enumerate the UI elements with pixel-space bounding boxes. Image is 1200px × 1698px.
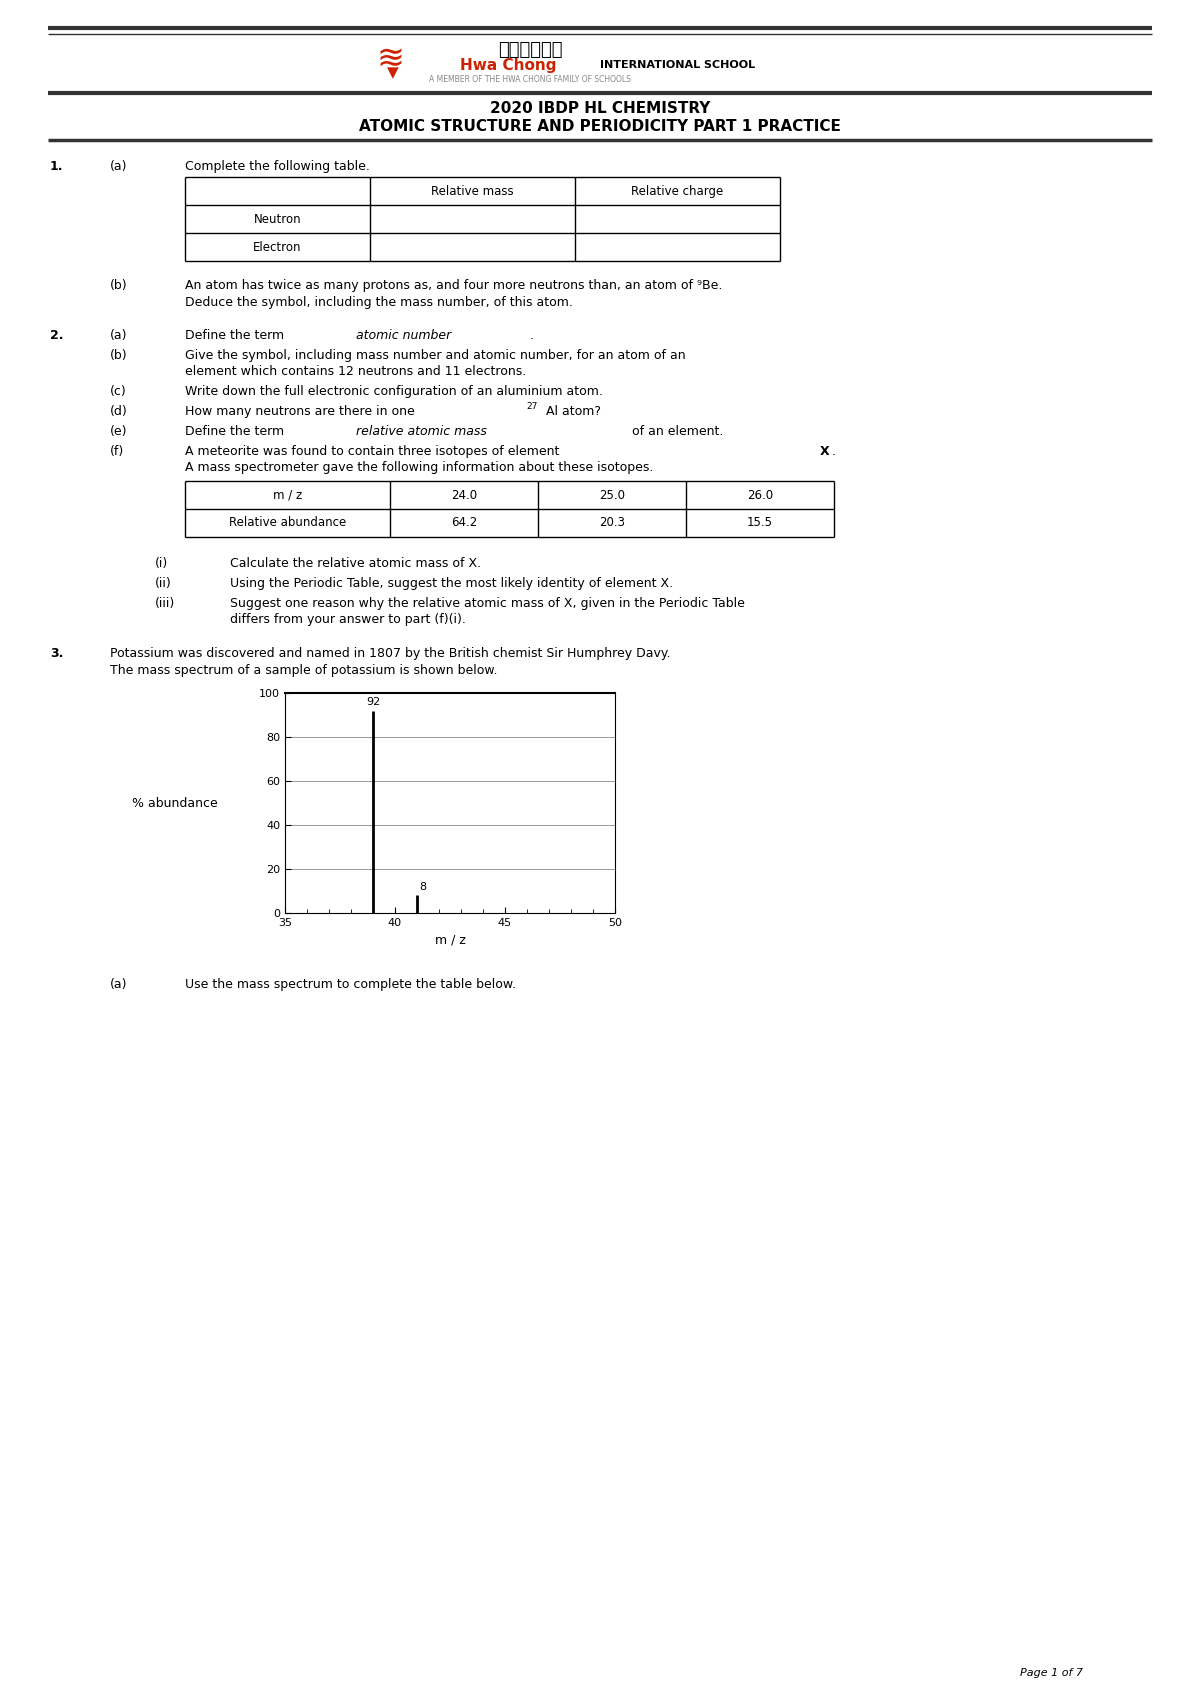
Text: INTERNATIONAL SCHOOL: INTERNATIONAL SCHOOL — [600, 59, 755, 70]
Text: Neutron: Neutron — [253, 212, 301, 226]
Text: Relative charge: Relative charge — [631, 185, 724, 197]
Text: 26.0: 26.0 — [746, 489, 773, 501]
Text: Al atom?: Al atom? — [546, 406, 601, 418]
Text: (e): (e) — [110, 424, 127, 438]
Text: Hwa Chong: Hwa Chong — [460, 58, 557, 73]
Text: Potassium was discovered and named in 1807 by the British chemist Sir Humphrey D: Potassium was discovered and named in 18… — [110, 647, 671, 661]
Text: The mass spectrum of a sample of potassium is shown below.: The mass spectrum of a sample of potassi… — [110, 664, 498, 678]
Text: (a): (a) — [110, 160, 127, 173]
Text: Page 1 of 7: Page 1 of 7 — [1020, 1667, 1084, 1678]
Text: 8: 8 — [419, 881, 426, 891]
Text: (a): (a) — [110, 329, 127, 341]
Text: 25.0: 25.0 — [599, 489, 625, 501]
Text: .: . — [832, 445, 836, 458]
Text: Relative abundance: Relative abundance — [229, 516, 346, 530]
Text: element which contains 12 neutrons and 11 electrons.: element which contains 12 neutrons and 1… — [185, 365, 527, 379]
Text: (b): (b) — [110, 350, 127, 362]
Text: 20.3: 20.3 — [599, 516, 625, 530]
Text: of an element.: of an element. — [628, 424, 724, 438]
Text: 3.: 3. — [50, 647, 64, 661]
Text: 92: 92 — [366, 698, 380, 708]
Text: X: X — [820, 445, 829, 458]
Text: Using the Periodic Table, suggest the most likely identity of element X.: Using the Periodic Table, suggest the mo… — [230, 577, 673, 589]
Text: 15.5: 15.5 — [746, 516, 773, 530]
Text: relative atomic mass: relative atomic mass — [356, 424, 487, 438]
Text: A meteorite was found to contain three isotopes of element: A meteorite was found to contain three i… — [185, 445, 563, 458]
Text: (a): (a) — [110, 978, 127, 992]
Text: (b): (b) — [110, 278, 127, 292]
Text: 64.2: 64.2 — [451, 516, 478, 530]
Text: ▼: ▼ — [388, 66, 398, 80]
Text: Define the term: Define the term — [185, 424, 288, 438]
Text: 1.: 1. — [50, 160, 64, 173]
Text: Electron: Electron — [253, 241, 301, 253]
Text: (iii): (iii) — [155, 598, 175, 610]
Text: Relative mass: Relative mass — [431, 185, 514, 197]
Text: (ii): (ii) — [155, 577, 172, 589]
Text: .: . — [530, 329, 534, 341]
Text: atomic number: atomic number — [356, 329, 451, 341]
Text: How many neutrons are there in one: How many neutrons are there in one — [185, 406, 419, 418]
Text: Define the term: Define the term — [185, 329, 288, 341]
X-axis label: m / z: m / z — [434, 934, 466, 946]
Text: Suggest one reason why the relative atomic mass of X, given in the Periodic Tabl: Suggest one reason why the relative atom… — [230, 598, 745, 610]
Text: Calculate the relative atomic mass of X.: Calculate the relative atomic mass of X. — [230, 557, 481, 571]
Text: (c): (c) — [110, 385, 127, 397]
Text: (f): (f) — [110, 445, 125, 458]
Text: ≋: ≋ — [376, 41, 404, 75]
Text: % abundance: % abundance — [132, 796, 218, 810]
Text: differs from your answer to part (f)(i).: differs from your answer to part (f)(i). — [230, 613, 466, 627]
Text: ATOMIC STRUCTURE AND PERIODICITY PART 1 PRACTICE: ATOMIC STRUCTURE AND PERIODICITY PART 1 … — [359, 119, 841, 134]
Text: (i): (i) — [155, 557, 168, 571]
Text: (d): (d) — [110, 406, 127, 418]
Text: Write down the full electronic configuration of an aluminium atom.: Write down the full electronic configura… — [185, 385, 602, 397]
Text: m / z: m / z — [272, 489, 302, 501]
Text: 華中國際學校: 華中國際學校 — [498, 41, 563, 59]
Text: A MEMBER OF THE HWA CHONG FAMILY OF SCHOOLS: A MEMBER OF THE HWA CHONG FAMILY OF SCHO… — [430, 75, 631, 83]
Text: 2.: 2. — [50, 329, 64, 341]
Text: Use the mass spectrum to complete the table below.: Use the mass spectrum to complete the ta… — [185, 978, 516, 992]
Text: 2020 IBDP HL CHEMISTRY: 2020 IBDP HL CHEMISTRY — [490, 100, 710, 115]
Text: Deduce the symbol, including the mass number, of this atom.: Deduce the symbol, including the mass nu… — [185, 295, 572, 309]
Text: A mass spectrometer gave the following information about these isotopes.: A mass spectrometer gave the following i… — [185, 460, 653, 474]
Text: Give the symbol, including mass number and atomic number, for an atom of an: Give the symbol, including mass number a… — [185, 350, 685, 362]
Text: 27: 27 — [526, 402, 538, 411]
Text: Complete the following table.: Complete the following table. — [185, 160, 370, 173]
Text: 24.0: 24.0 — [451, 489, 478, 501]
Text: An atom has twice as many protons as, and four more neutrons than, an atom of ⁹B: An atom has twice as many protons as, an… — [185, 278, 722, 292]
